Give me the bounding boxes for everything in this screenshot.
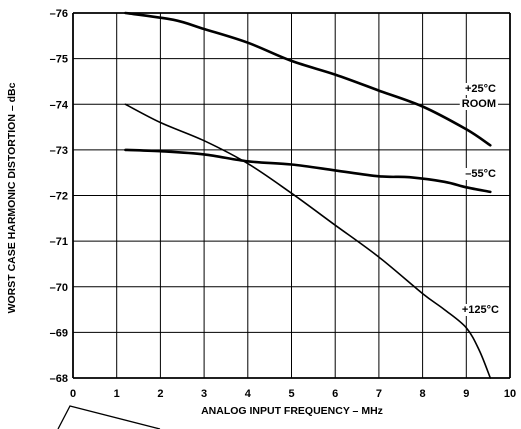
x-tick-label: 1 bbox=[114, 388, 120, 400]
series-line-125c bbox=[124, 103, 492, 379]
x-tick-label: 8 bbox=[420, 388, 426, 400]
x-tick-label: 6 bbox=[332, 388, 338, 400]
y-tick-labels: –68 –69 –70 –71 –72 –73 –74 –75 –76 bbox=[50, 8, 69, 385]
x-tick-labels: 0 1 2 3 4 5 6 7 8 9 10 bbox=[70, 388, 516, 400]
series-label-background bbox=[459, 98, 498, 110]
y-tick-label: –73 bbox=[50, 145, 68, 157]
grid bbox=[72, 12, 511, 379]
series-line-minus55c bbox=[124, 148, 492, 194]
series-label-background bbox=[459, 304, 502, 316]
y-tick-label: –76 bbox=[50, 8, 68, 20]
x-tick-label: 9 bbox=[463, 388, 469, 400]
series-label: –55°C bbox=[465, 168, 496, 180]
y-tick-label: –69 bbox=[50, 327, 68, 339]
callout-line bbox=[57, 405, 161, 429]
x-tick-label: 5 bbox=[288, 388, 294, 400]
y-tick-label: –68 bbox=[50, 373, 68, 385]
series-label-background bbox=[462, 83, 499, 95]
x-tick-label: 0 bbox=[70, 388, 76, 400]
y-axis-title: WORST CASE HARMONIC DISTORTION – dBc bbox=[6, 82, 18, 313]
y-tick-label: –75 bbox=[50, 54, 68, 66]
series-line-25c-room bbox=[124, 11, 492, 147]
y-tick-label: –74 bbox=[50, 99, 69, 111]
series-label: ROOM bbox=[462, 98, 496, 110]
series-labels: +25°C ROOM –55°C +125°C bbox=[459, 83, 502, 316]
x-tick-label: 3 bbox=[201, 388, 207, 400]
x-tick-label: 4 bbox=[245, 388, 252, 400]
series-label: +25°C bbox=[465, 83, 496, 95]
series-lines bbox=[124, 11, 492, 379]
y-tick-label: –72 bbox=[50, 191, 68, 203]
y-tick-label: –71 bbox=[50, 236, 68, 248]
series-label: +125°C bbox=[462, 304, 499, 316]
x-axis-title: ANALOG INPUT FREQUENCY – MHz bbox=[201, 405, 383, 417]
x-tick-label: 7 bbox=[376, 388, 382, 400]
x-tick-label: 2 bbox=[157, 388, 163, 400]
x-tick-label: 10 bbox=[504, 388, 516, 400]
y-tick-label: –70 bbox=[50, 282, 68, 294]
series-label-background bbox=[463, 168, 499, 180]
